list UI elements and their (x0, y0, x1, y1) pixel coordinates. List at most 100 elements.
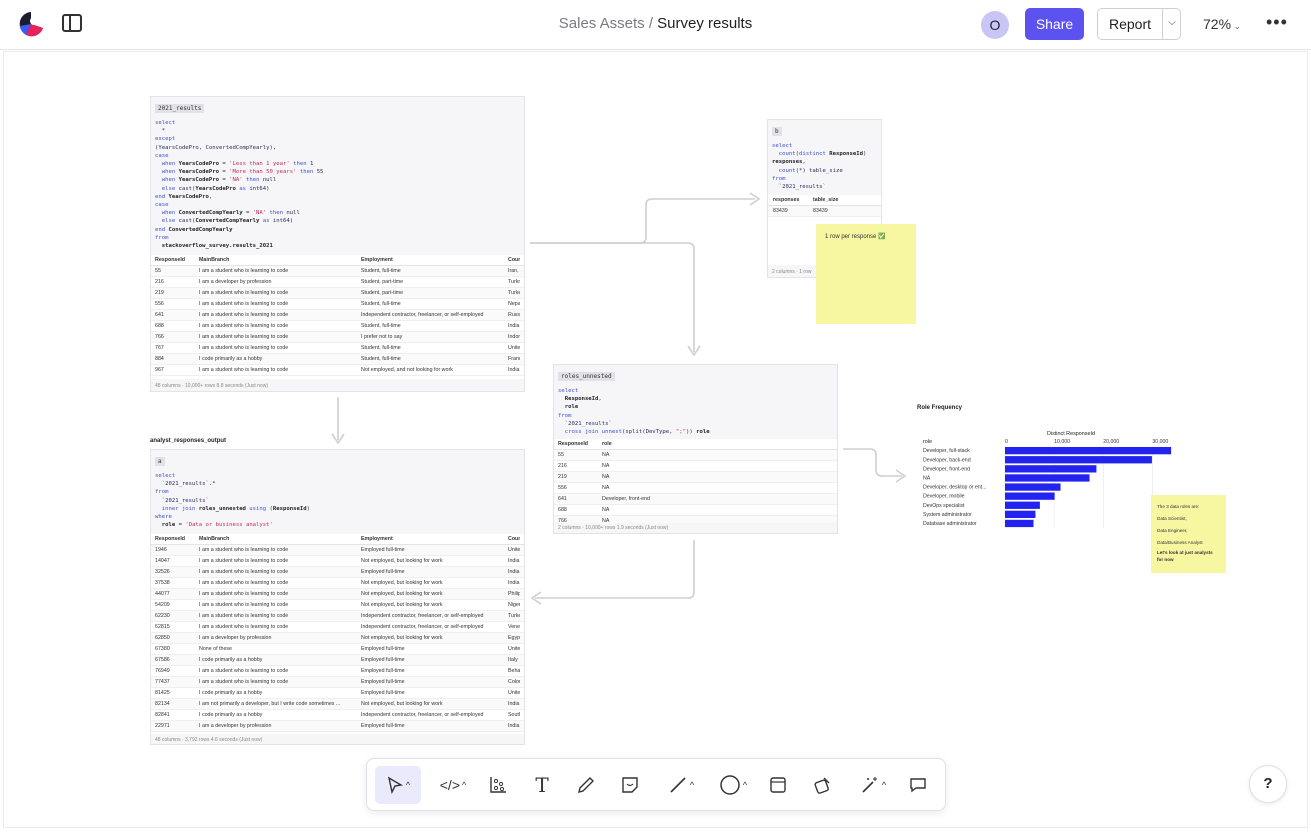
category-label: Developer, front-end (923, 466, 970, 472)
column-header: Employment (361, 257, 393, 263)
table-row: 67586 I code primarily as a hobby Employed… (151, 655, 524, 666)
category-label: Developer, back-end (923, 457, 971, 463)
table-cell: Employed full-time (361, 657, 405, 663)
sticky-note[interactable]: 1 row per response ✅ (816, 224, 916, 324)
code-token: int64) (272, 218, 294, 225)
text-tool[interactable]: T (527, 766, 557, 804)
code-token: , (802, 159, 806, 166)
chart-title: Role Frequency (917, 405, 963, 411)
table-row: 14047 I am a student who is learning to c… (151, 556, 524, 567)
code-line: count(distinct ResponseId) (772, 150, 877, 158)
cell-tag[interactable]: a (155, 457, 165, 466)
table-row: 55 I am a student who is learning to code… (151, 266, 524, 277)
table-cell: I am a student who is learning to code (199, 668, 289, 674)
cell-analyst-responses[interactable]: a select `2021_results`.* from `2021_resu… (150, 449, 525, 745)
table-cell: Egypt (508, 635, 520, 641)
code-token: select (155, 120, 176, 126)
share-button[interactable]: Share (1025, 8, 1084, 40)
category-header: role (923, 439, 932, 445)
table-cell: 967 (155, 367, 164, 373)
code-tool[interactable]: </> ^ (439, 777, 467, 793)
chart-tool[interactable] (483, 766, 513, 804)
table-row: 688 NA (554, 505, 837, 516)
code-token: = (219, 169, 230, 176)
code-token: select (772, 143, 793, 149)
code-token: 'NA' (252, 210, 267, 217)
bar (1005, 465, 1097, 473)
code-token: ConvertedCompYearly (178, 210, 243, 217)
table-cell: 83439 (773, 208, 788, 214)
sticky-note[interactable]: The 3 data roles are: Data Scientist, Da… (1151, 495, 1226, 573)
zoom-level[interactable]: 72% (1203, 16, 1232, 32)
zoom-control[interactable]: 72% ⌄ (1203, 16, 1241, 32)
table-cell: NA (602, 485, 610, 491)
role-frequency-chart[interactable]: Distinct ResponseId role 0 10,000 20,000 30,0… (917, 425, 1187, 535)
app-logo-icon[interactable] (16, 10, 46, 38)
table-cell: Unite (508, 345, 520, 351)
page-title[interactable]: Survey results (657, 15, 753, 32)
code-line: end YearsCodePro, (155, 193, 520, 201)
table-header-row: ResponseId MainBranch Employment Count (151, 534, 524, 545)
cell-title[interactable]: analyst_responses_output (150, 438, 227, 444)
cell-tag[interactable]: 2021_results (155, 104, 205, 113)
chevron-down-icon[interactable]: ⌵ (1162, 9, 1181, 39)
code-line: stackoverflow_survey.results_2021 (155, 242, 520, 250)
table-cell: India (508, 367, 520, 373)
table-cell: Not employed, but looking for work (361, 558, 443, 564)
sql-code[interactable]: select count(distinct ResponseId) respons… (768, 138, 881, 195)
table-cell: I code primarily as a hobby (199, 356, 263, 362)
table-cell: 766 (155, 334, 164, 340)
cell-tag[interactable]: b (772, 127, 782, 136)
cell-tag[interactable]: roles_unnested (558, 372, 615, 381)
sticky-note-text: Let's look at just analysts for now (1157, 550, 1213, 562)
code-token: (YearsCodePro, ConvertedCompYearly), (155, 144, 277, 151)
cell-2021-results[interactable]: 2021_results select * except (YearsCodePro… (150, 96, 525, 392)
cell-roles-unnested[interactable]: roles_unnested select ResponseId, role fr… (553, 364, 838, 534)
code-token: ) (862, 151, 867, 158)
magic-tool[interactable]: ^ (853, 766, 893, 804)
code-token: (*) table_size (795, 167, 843, 174)
table-cell: 556 (558, 485, 567, 491)
table-cell: Employed full-time (361, 668, 405, 674)
code-token: then (289, 161, 310, 168)
comment-tool[interactable] (903, 766, 933, 804)
table-cell: India (508, 732, 520, 734)
more-options-icon[interactable]: ••• (1266, 12, 1288, 32)
table-footer: 2 columns · 1 row (772, 269, 812, 275)
code-token: int64) (249, 185, 270, 192)
table-footer: 48 columns · 10,000+ rows 8.8 seconds (J… (155, 383, 268, 389)
sql-code[interactable]: select * except (YearsCodePro, ConvertedCo… (151, 115, 524, 254)
sql-code[interactable]: select ResponseId, role from `2021_result… (554, 383, 837, 440)
frame-tool[interactable] (763, 766, 793, 804)
table-cell: India (508, 323, 520, 329)
sql-code[interactable]: select `2021_results`.* from `2021_result… (151, 468, 524, 533)
report-button[interactable]: Report ⌵ (1097, 8, 1181, 40)
select-tool[interactable]: ^ (375, 766, 421, 804)
code-token: cross join (558, 429, 602, 436)
line-tool[interactable]: ^ (661, 766, 701, 804)
table-cell: I am a student who is learning to code (199, 268, 289, 274)
report-button-label[interactable]: Report (1108, 16, 1152, 32)
sidebar-toggle-icon[interactable] (62, 14, 82, 32)
code-token: then (296, 169, 317, 176)
table-cell: Independent contractor, freelancer, or s… (361, 624, 484, 630)
chevron-down-icon[interactable]: ⌄ (1231, 21, 1242, 31)
stamp-tool[interactable] (807, 766, 837, 804)
sticky-note-text: The 3 data roles are: (1157, 504, 1200, 509)
help-button[interactable]: ? (1249, 765, 1287, 803)
avatar[interactable]: O (981, 11, 1009, 39)
sticky-tool[interactable] (615, 766, 645, 804)
bar (1005, 510, 1036, 518)
code-token: ConvertedCompYearly (168, 226, 233, 233)
table-row: 32526 I am a student who is learning to c… (151, 567, 524, 578)
code-token: = (242, 210, 253, 217)
table-cell: Not employed, but looking for work (361, 602, 443, 608)
table-cell: Independent contractor, freelancer, or s… (361, 613, 484, 619)
code-line: from (772, 175, 877, 183)
table-cell: 54209 (155, 602, 170, 608)
table-cell: 55 (558, 452, 564, 458)
breadcrumb-parent[interactable]: Sales Assets (558, 15, 645, 32)
table-cell: Developer, front-end (602, 496, 650, 502)
pen-tool[interactable] (571, 766, 601, 804)
shape-tool[interactable]: ^ (713, 766, 753, 804)
